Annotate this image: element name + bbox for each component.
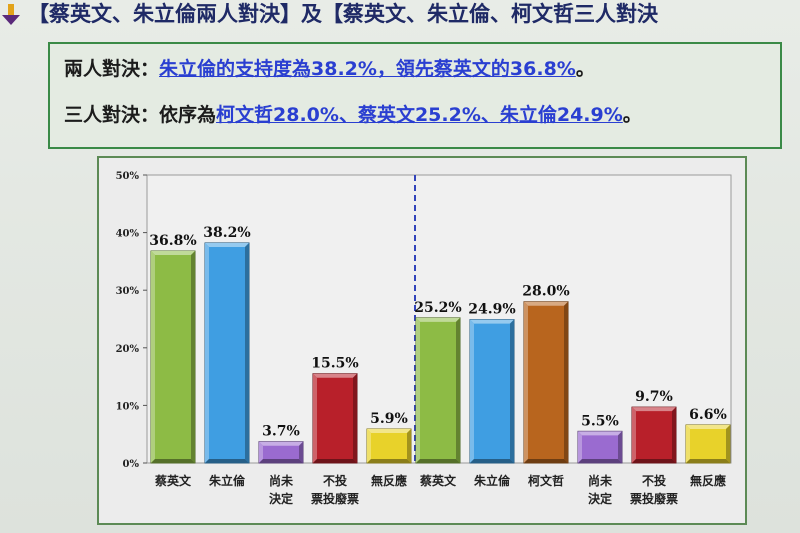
bar-bevel-left (259, 441, 263, 463)
bar-bevel-right (299, 441, 303, 463)
bar-bevel-top (151, 251, 195, 256)
bar-bevel-right (191, 251, 195, 463)
bar-bevel-right (245, 242, 249, 463)
bar-value-label: 5.5% (581, 413, 619, 429)
heading-text: 【蔡英文、朱立倫兩人對決】及【蔡英文、朱立倫、柯文哲三人對決 (28, 2, 658, 26)
bar-bevel-right (618, 431, 622, 463)
bar-value-label: 28.0% (522, 284, 569, 300)
bar-bevel-bottom (578, 459, 622, 463)
three-way-end: 。 (622, 104, 642, 126)
two-way-summary: 兩人對決：朱立倫的支持度為38.2%，領先蔡英文的36.8%。 (64, 54, 595, 81)
bar-bevel-bottom (205, 459, 249, 463)
bar-不投票投廢票 (631, 406, 677, 464)
three-way-result-c: 、朱立倫24.9% (480, 104, 623, 126)
three-way-result-a: 柯文哲28.0% (216, 104, 339, 126)
bar-bevel-bottom (524, 459, 568, 463)
three-way-result-b: 、蔡英文25.2% (338, 104, 481, 126)
bar-bevel-left (632, 407, 636, 463)
bar-value-label: 25.2% (414, 300, 461, 316)
summary-box: 兩人對決：朱立倫的支持度為38.2%，領先蔡英文的36.8%。 三人對決：依序為… (48, 42, 782, 149)
bar-bevel-bottom (151, 459, 195, 463)
bar-bevel-left (578, 431, 582, 463)
category-label: 尚未決定 (588, 473, 612, 506)
category-label: 尚未決定 (269, 473, 293, 506)
bar-無反應 (685, 424, 731, 464)
bar-value-label: 5.9% (370, 411, 408, 427)
category-label: 朱立倫 (474, 473, 511, 488)
bar-bevel-left (367, 429, 371, 463)
bar-bevel-top (632, 407, 676, 412)
bar-bevel-top (470, 319, 514, 324)
two-way-end: 。 (575, 58, 595, 80)
bar-無反應 (366, 428, 412, 464)
category-label: 無反應 (371, 473, 407, 488)
bar-bevel-left (686, 424, 690, 463)
bar-bevel-top (367, 429, 411, 434)
down-arrow-icon (2, 4, 20, 25)
bar-bevel-top (686, 424, 730, 429)
slide-heading: 【蔡英文、朱立倫兩人對決】及【蔡英文、朱立倫、柯文哲三人對決 (0, 0, 658, 30)
bar-value-label: 24.9% (468, 302, 515, 318)
y-tick-label: 40% (116, 229, 140, 240)
bar-bevel-right (564, 301, 568, 463)
bar-bevel-bottom (367, 459, 411, 463)
category-label: 不投票投廢票 (311, 473, 359, 506)
bar-bevel-left (151, 251, 155, 463)
bar-柯文哲 (523, 301, 569, 464)
bar-value-label: 6.6% (689, 407, 727, 423)
three-way-summary: 三人對決：依序為柯文哲28.0%、蔡英文25.2%、朱立倫24.9%。 (64, 100, 642, 127)
bar-bevel-left (313, 373, 317, 463)
two-way-result: 朱立倫的支持度為38.2%，領先蔡英文的36.8% (159, 58, 576, 80)
y-tick-label: 30% (116, 286, 140, 297)
bar-bevel-left (524, 301, 528, 463)
bar-bevel-left (205, 242, 209, 463)
bar-bevel-right (672, 407, 676, 463)
bar-bevel-right (407, 429, 411, 463)
category-label: 無反應 (690, 473, 726, 488)
category-label: 不投票投廢票 (630, 473, 678, 506)
bar-bevel-top (313, 373, 357, 378)
bar-bevel-left (470, 319, 474, 463)
bar-蔡英文 (415, 317, 461, 464)
bar-bevel-bottom (313, 459, 357, 463)
bar-chart: 0% 10% 20% 30% 40% 50% 36.8% 蔡英文 38.2% 朱立倫 3.7% 尚未決… (116, 171, 732, 506)
chart-frame: 0% 10% 20% 30% 40% 50% 36.8% 蔡英文 38.2% 朱立倫 3.7% 尚未決… (97, 156, 747, 525)
category-label: 柯文哲 (528, 473, 564, 488)
y-tick-label: 0% (123, 459, 140, 470)
category-label: 蔡英文 (419, 473, 457, 488)
y-tick-label: 20% (116, 344, 140, 355)
bar-bevel-bottom (470, 459, 514, 463)
bar-bevel-bottom (686, 459, 730, 463)
bar-bevel-right (726, 424, 730, 463)
y-tick-label: 10% (116, 401, 140, 412)
category-label: 蔡英文 (154, 473, 192, 488)
two-way-label: 兩人對決： (64, 58, 160, 80)
category-label: 朱立倫 (209, 473, 246, 488)
y-tick-label: 50% (116, 171, 140, 182)
bar-value-label: 38.2% (203, 225, 250, 241)
three-way-label: 三人對決：依序為 (64, 104, 217, 126)
bar-bevel-bottom (259, 459, 303, 463)
bar-蔡英文 (150, 250, 196, 464)
bar-bevel-top (524, 301, 568, 306)
bar-不投票投廢票 (312, 373, 358, 464)
bar-bevel-top (205, 242, 249, 247)
bar-bevel-right (456, 317, 460, 463)
bar-bevel-top (259, 441, 303, 446)
bar-bevel-right (510, 319, 514, 463)
bar-bevel-bottom (416, 459, 460, 463)
bar-朱立倫 (204, 242, 250, 464)
bar-bevel-right (353, 373, 357, 463)
bar-bevel-top (578, 431, 622, 436)
bar-value-label: 9.7% (635, 389, 673, 405)
bar-value-label: 15.5% (311, 356, 358, 372)
bar-bevel-left (416, 317, 420, 463)
bar-尚未決定 (577, 430, 623, 464)
bar-朱立倫 (469, 319, 515, 464)
bar-value-label: 3.7% (262, 424, 300, 440)
bar-bevel-bottom (632, 459, 676, 463)
bar-bevel-top (416, 317, 460, 322)
bar-value-label: 36.8% (149, 233, 196, 249)
